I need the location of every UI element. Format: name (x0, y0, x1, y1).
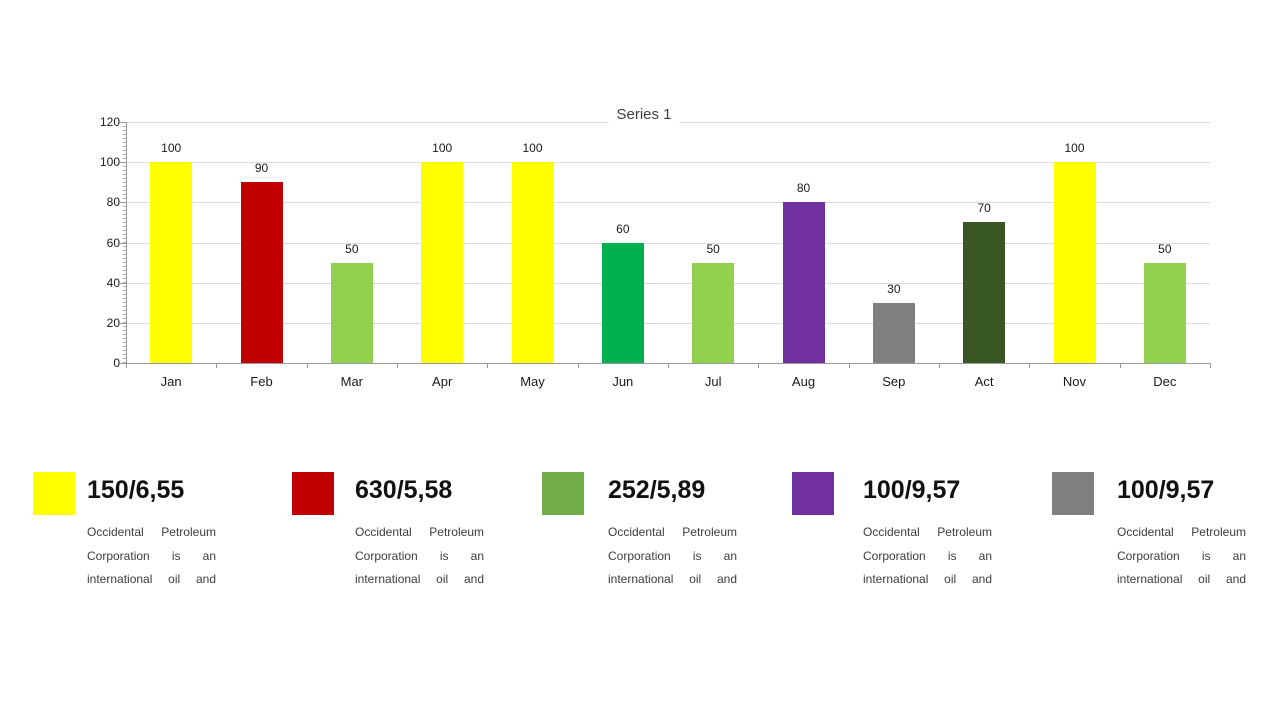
gridline (126, 322, 1210, 324)
y-axis-line (126, 122, 127, 368)
x-axis-tick (216, 363, 218, 368)
bar-jul (692, 262, 735, 363)
x-axis-tick (487, 363, 489, 368)
y-axis-tickmark (120, 242, 126, 244)
x-axis-label: May (520, 374, 545, 389)
x-axis-label: Jan (160, 374, 182, 389)
legend-card: 150/6,55 Occidental Petroleum Corporation… (33, 472, 253, 597)
y-axis-tickmark (120, 122, 126, 123)
legend-swatch (33, 472, 75, 515)
y-axis-label: 100 (99, 155, 120, 170)
bar-apr (421, 162, 464, 363)
x-axis-tick (126, 363, 127, 368)
legend-description: Occidental Petroleum Corporation is an i… (355, 525, 484, 586)
x-axis-label: Jun (612, 374, 634, 389)
x-axis-tick (577, 363, 579, 368)
bar-value-label: 60 (616, 221, 630, 236)
chart-title: Series 1 (608, 106, 680, 123)
x-axis-label: Act (974, 374, 994, 389)
x-axis-tick (848, 363, 850, 368)
bar-feb (240, 182, 283, 363)
bar-value-label: 100 (1064, 141, 1085, 156)
legend-card: 252/5,89 Occidental Petroleum Corporation… (542, 472, 762, 597)
x-axis-label: Dec (1153, 374, 1177, 389)
legend-description: Occidental Petroleum Corporation is an i… (87, 525, 216, 586)
legend-swatch (292, 472, 334, 515)
bar-sep (872, 302, 915, 363)
bar-nov (1053, 162, 1096, 363)
bar-value-label: 50 (345, 241, 359, 256)
bar-value-label: 100 (161, 141, 182, 156)
x-axis-label: Nov (1062, 374, 1087, 389)
bar-value-label: 80 (796, 181, 811, 196)
y-axis-label: 120 (99, 115, 120, 129)
gridline (126, 162, 1210, 164)
y-axis-tickmark (120, 162, 126, 164)
bar-jun (601, 242, 644, 363)
bar-value-label: 90 (254, 161, 269, 176)
y-axis-label: 0 (113, 356, 120, 370)
legend-value: 252/5,89 (608, 476, 706, 504)
x-axis-tick (1210, 363, 1211, 368)
bar-value-label: 70 (977, 201, 991, 216)
x-axis-label: Sep (882, 374, 906, 389)
bar-value-label: 100 (522, 141, 543, 156)
x-axis-tick (306, 363, 308, 368)
legend-description: Occidental Petroleum Corporation is an i… (863, 525, 992, 586)
gridline (126, 242, 1210, 244)
legend-card: 100/9,57 Occidental Petroleum Corporation… (792, 472, 1012, 597)
y-axis-tickmark (120, 202, 126, 204)
bar-value-label: 50 (1158, 241, 1172, 256)
legend-value: 630/5,58 (355, 476, 453, 504)
y-axis-label: 40 (106, 275, 120, 290)
legend-card: 100/9,57 Occidental Petroleum Corporation… (1052, 472, 1272, 597)
bar-aug (782, 202, 825, 363)
legend-value: 100/9,57 (863, 476, 961, 504)
bar-value-label: 50 (706, 241, 720, 256)
x-axis-label: Feb (250, 374, 273, 389)
bar-value-label: 100 (432, 141, 453, 156)
legend-description: Occidental Petroleum Corporation is an i… (608, 525, 737, 586)
y-axis-tickmark (120, 282, 126, 284)
x-axis-tick (1119, 363, 1121, 368)
gridline (126, 282, 1210, 284)
x-axis-tick (397, 363, 398, 368)
legend-description: Occidental Petroleum Corporation is an i… (1117, 525, 1246, 586)
x-axis-label: Mar (340, 374, 364, 389)
bar-dec (1143, 262, 1186, 363)
bar-mar (330, 262, 373, 363)
bar-value-label: 30 (887, 281, 901, 296)
legend-value: 100/9,57 (1117, 476, 1215, 504)
x-axis-label: Jul (704, 374, 722, 389)
y-axis-label: 80 (106, 195, 120, 210)
x-axis-label: Aug (791, 374, 816, 389)
y-axis-label: 20 (106, 315, 120, 330)
y-axis-tickmark (120, 363, 126, 364)
bar-may (511, 162, 554, 363)
legend-value: 150/6,55 (87, 476, 185, 504)
x-axis-tick (668, 363, 669, 368)
bar-jan (150, 162, 193, 363)
legend-swatch (1052, 472, 1094, 515)
bar-act (963, 222, 1006, 363)
legend-swatch (792, 472, 834, 515)
x-axis-label: Apr (432, 374, 453, 389)
x-axis-tick (1029, 363, 1031, 368)
x-axis-tick (939, 363, 940, 368)
y-axis-label: 60 (106, 235, 120, 250)
gridline (126, 202, 1210, 204)
legend-card: 630/5,58 Occidental Petroleum Corporation… (292, 472, 512, 597)
x-axis-tick (758, 363, 760, 368)
legend-swatch (542, 472, 584, 515)
y-axis-tickmark (120, 322, 126, 324)
